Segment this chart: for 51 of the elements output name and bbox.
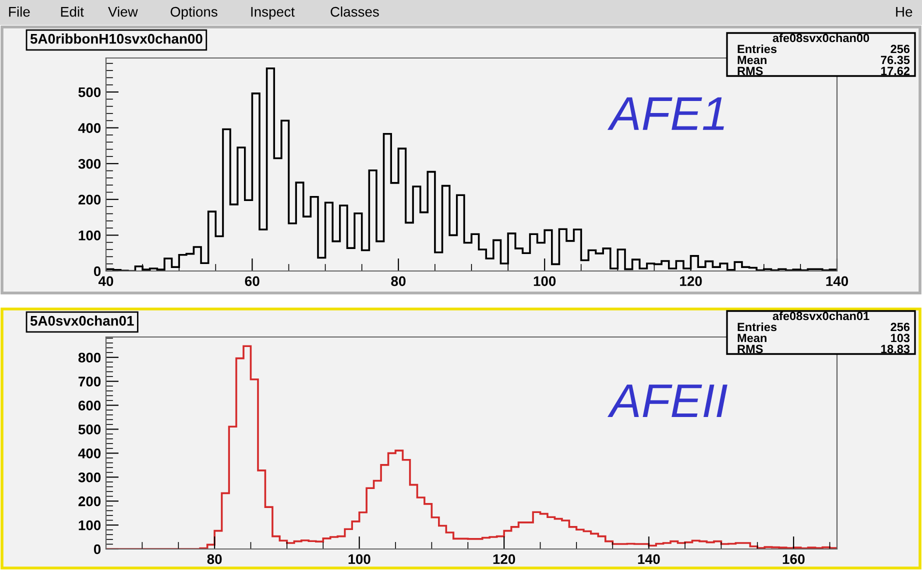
text: 256: [890, 322, 910, 332]
x-tick-label: 80: [391, 276, 406, 286]
y-tick-label: 100: [78, 520, 101, 530]
x-tick-label: 120: [680, 276, 702, 286]
text: 18.83: [881, 344, 910, 354]
y-tick-label: 300: [78, 158, 101, 169]
y-tick-label: 400: [78, 123, 101, 133]
text: Entries: [738, 44, 777, 54]
text: Options: [170, 6, 218, 20]
y-tick-label: 700: [78, 376, 101, 386]
y-tick-label: 200: [78, 194, 101, 205]
annotation: RMS: [738, 344, 763, 354]
text: He: [896, 7, 912, 17]
text: 76.35: [880, 56, 910, 64]
text: afe08svx0chan00: [772, 34, 870, 42]
x-tick-label: 40: [98, 276, 114, 286]
y-tick-label: 600: [78, 400, 101, 410]
text: 256: [890, 44, 910, 54]
text: afe08svx0chan01: [772, 311, 870, 320]
x-tick-label: 80: [207, 554, 222, 564]
text: File: [9, 6, 30, 17]
x-tick-label: 100: [534, 276, 556, 286]
x-tick-label: 140: [638, 554, 660, 564]
x-tick-label: 140: [826, 276, 848, 286]
annotation: AFEII: [608, 384, 728, 418]
chart-title: 5A0svx0chan01: [30, 316, 134, 326]
y-tick-label: 500: [78, 87, 101, 98]
x-tick-label: 60: [244, 276, 260, 286]
chart-title: 5A0ribbonH10svx0chan00: [30, 34, 202, 44]
text: Inspect: [251, 7, 295, 20]
text: 103: [891, 334, 910, 342]
y-tick-label: 800: [78, 352, 101, 363]
y-tick-label: 400: [78, 448, 101, 458]
annotation: Mean: [738, 334, 766, 342]
text: View: [108, 6, 138, 17]
annotation: Mean: [738, 56, 766, 64]
y-tick-label: 200: [78, 496, 101, 506]
annotation: AFE1: [607, 97, 724, 130]
x-tick-label: 120: [493, 554, 516, 564]
x-tick-label: 160: [782, 554, 805, 564]
annotation: RMS: [738, 66, 763, 76]
x-tick-label: 100: [348, 554, 370, 564]
y-tick-label: 500: [78, 424, 101, 434]
text: Entries: [738, 322, 777, 332]
text: Edit: [61, 6, 84, 17]
text: 17.62: [881, 66, 910, 76]
y-tick-label: 0: [94, 266, 101, 276]
y-tick-label: 0: [94, 544, 101, 554]
y-tick-label: 100: [78, 230, 101, 240]
y-tick-label: 300: [78, 472, 101, 482]
text: Classes: [330, 6, 379, 17]
